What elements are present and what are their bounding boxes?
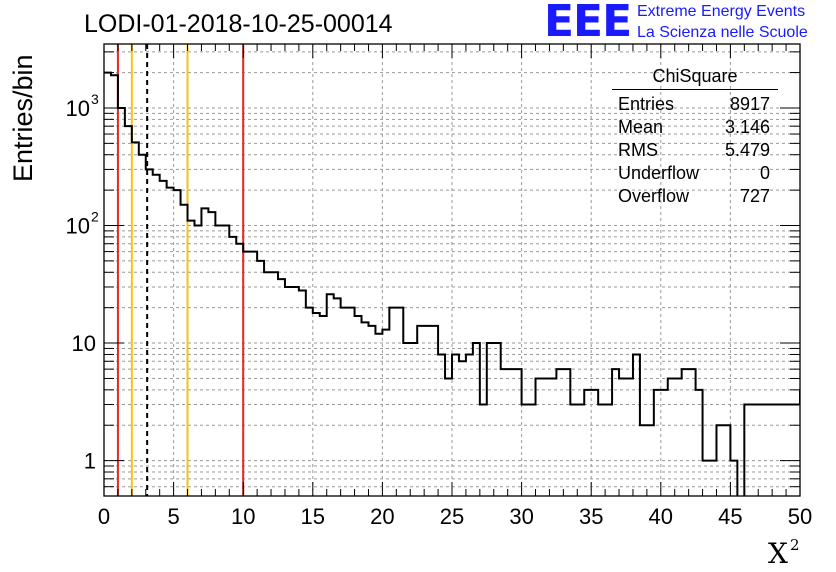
- stats-label: Underflow: [618, 163, 700, 183]
- x-tick-label: 45: [718, 504, 742, 529]
- y-tick-label-exponent: 2: [91, 209, 99, 225]
- x-axis-label-base: X: [768, 537, 788, 570]
- chart-title: LODI-01-2018-10-25-00014: [84, 10, 393, 38]
- y-tick-label-exponent: 3: [91, 91, 99, 107]
- stats-label: Overflow: [618, 186, 690, 206]
- stats-row-mean: Mean 3.146: [612, 116, 778, 139]
- x-tick-label: 50: [788, 504, 812, 529]
- eee-logo-line1: Extreme Energy Events: [637, 3, 806, 20]
- stats-label: Mean: [618, 117, 664, 137]
- stats-title: ChiSquare: [612, 66, 778, 90]
- x-tick-label: 40: [649, 504, 673, 529]
- eee-logo-line2: La Scienza nelle Scuole: [637, 24, 808, 41]
- x-tick-label: 15: [301, 504, 325, 529]
- stats-value: 8917: [729, 94, 770, 114]
- stats-row-overflow: Overflow 727: [612, 185, 778, 208]
- x-tick-label: 0: [98, 504, 110, 529]
- stats-row-entries: Entries 8917: [612, 93, 778, 116]
- x-tick-label: 20: [370, 504, 394, 529]
- stats-value: 3.146: [724, 117, 770, 137]
- grid-lines: [104, 44, 800, 496]
- y-tick-label: 1: [84, 449, 96, 474]
- x-tick-label: 10: [231, 504, 255, 529]
- stats-row-underflow: Underflow 0: [612, 162, 778, 185]
- y-axis-label: Entries/bin: [8, 54, 38, 182]
- eee-logo: EEE: [544, 0, 632, 47]
- stats-value: 5.479: [724, 140, 770, 160]
- stats-box: ChiSquare Entries 8917 Mean 3.146 RMS 5.479…: [612, 66, 778, 208]
- y-tick-label: 10: [72, 331, 96, 356]
- stats-row-rms: RMS 5.479: [612, 139, 778, 162]
- x-tick-label: 30: [509, 504, 533, 529]
- y-tick-label: 10: [66, 214, 90, 239]
- y-tick-label: 10: [66, 96, 90, 121]
- x-tick-label: 25: [440, 504, 464, 529]
- stats-value: 727: [739, 186, 770, 206]
- histogram-line: [104, 71, 800, 496]
- x-tick-label: 5: [167, 504, 179, 529]
- x-axis-label-superscript: 2: [789, 536, 800, 554]
- histogram-series: [104, 71, 800, 496]
- reference-lines: [116, 44, 245, 496]
- stats-label: RMS: [618, 140, 658, 160]
- stats-label: Entries: [618, 94, 675, 114]
- stats-value: 0: [759, 163, 770, 183]
- x-tick-label: 35: [579, 504, 603, 529]
